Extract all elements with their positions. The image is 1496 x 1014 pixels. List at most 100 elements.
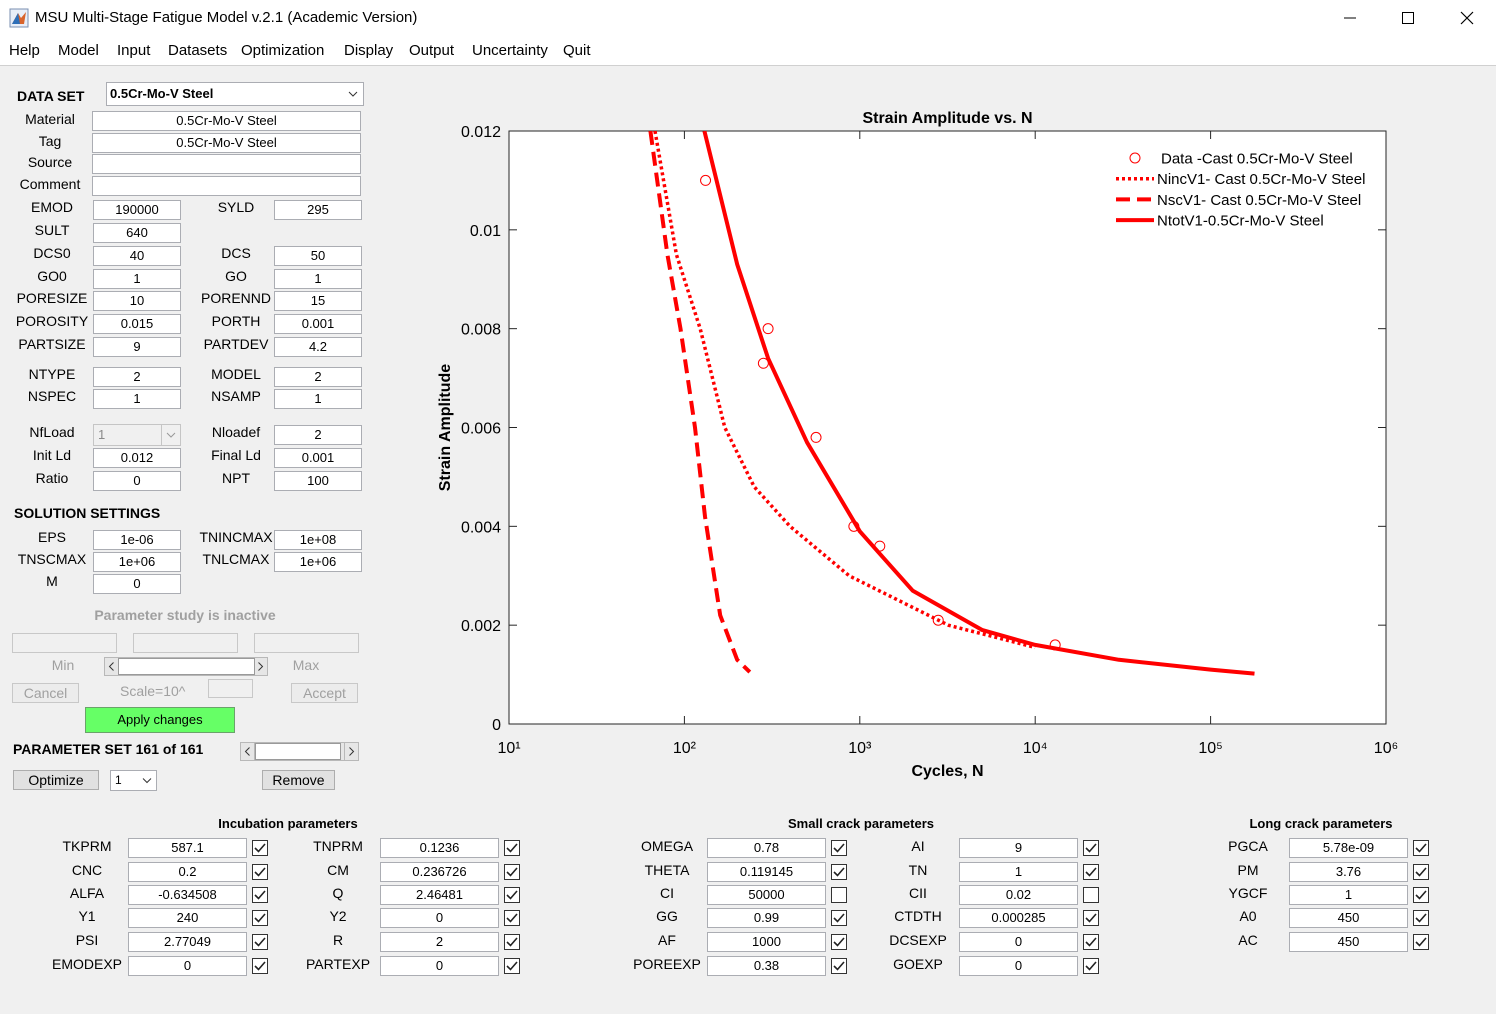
text-input[interactable]: 100 — [274, 471, 362, 491]
checkbox[interactable] — [831, 958, 847, 974]
text-input[interactable]: 5.78e-09 — [1289, 838, 1408, 858]
menu-item[interactable]: Input — [117, 42, 151, 59]
slider[interactable] — [240, 742, 359, 761]
text-input[interactable]: 4.2 — [274, 337, 362, 357]
menu-item[interactable]: Display — [344, 42, 394, 59]
checkbox[interactable] — [1083, 864, 1099, 880]
text-input[interactable]: 0.015 — [93, 314, 181, 334]
checkbox[interactable] — [1083, 887, 1099, 903]
text-input[interactable]: 15 — [274, 291, 362, 311]
text-input[interactable]: 1 — [274, 269, 362, 289]
text-input[interactable] — [12, 633, 117, 653]
menu-item[interactable]: Datasets — [168, 42, 228, 59]
text-input[interactable]: 1e+06 — [274, 552, 362, 572]
text-input[interactable]: 2 — [380, 932, 499, 952]
text-input[interactable]: 0.1236 — [380, 838, 499, 858]
checkbox[interactable] — [504, 910, 520, 926]
checkbox[interactable] — [252, 864, 268, 880]
menu-item[interactable]: Quit — [563, 42, 591, 59]
text-input[interactable]: 0 — [959, 956, 1078, 976]
button[interactable]: Apply changes — [85, 707, 235, 733]
checkbox[interactable] — [1413, 887, 1429, 903]
text-input[interactable]: 0.012 — [93, 448, 181, 468]
text-input[interactable]: 2 — [274, 425, 362, 445]
text-input[interactable]: 9 — [959, 838, 1078, 858]
text-input[interactable]: 1 — [959, 862, 1078, 882]
text-input[interactable]: 1 — [274, 389, 362, 409]
checkbox[interactable] — [504, 840, 520, 856]
text-input[interactable] — [92, 176, 361, 196]
checkbox[interactable] — [1413, 864, 1429, 880]
maximize-button[interactable] — [1388, 3, 1428, 33]
checkbox[interactable] — [252, 910, 268, 926]
dropdown[interactable]: 0.5Cr-Mo-V Steel — [106, 82, 364, 106]
text-input[interactable]: 2 — [274, 367, 362, 387]
text-input[interactable]: 0 — [380, 956, 499, 976]
text-input[interactable]: 40 — [93, 246, 181, 266]
text-input[interactable]: 2 — [93, 367, 181, 387]
text-input[interactable]: 0.2 — [128, 862, 247, 882]
text-input[interactable]: 1 — [93, 389, 181, 409]
text-input[interactable]: 0.5Cr-Mo-V Steel — [92, 133, 361, 153]
checkbox[interactable] — [831, 864, 847, 880]
text-input[interactable]: 0 — [93, 471, 181, 491]
text-input[interactable]: 1e-06 — [93, 530, 181, 550]
text-input[interactable]: 1 — [93, 269, 181, 289]
text-input[interactable]: 0 — [128, 956, 247, 976]
text-input[interactable]: 0.236726 — [380, 862, 499, 882]
text-input[interactable]: 50 — [274, 246, 362, 266]
text-input[interactable]: 190000 — [93, 200, 181, 220]
checkbox[interactable] — [504, 934, 520, 950]
text-input[interactable]: 587.1 — [128, 838, 247, 858]
checkbox[interactable] — [252, 840, 268, 856]
checkbox[interactable] — [1083, 958, 1099, 974]
checkbox[interactable] — [252, 958, 268, 974]
text-input[interactable]: 2.46481 — [380, 885, 499, 905]
text-input[interactable]: 0 — [93, 574, 181, 594]
button[interactable]: Optimize — [13, 770, 99, 790]
text-input[interactable]: 0.02 — [959, 885, 1078, 905]
text-input[interactable]: 0.78 — [707, 838, 826, 858]
dropdown[interactable]: 1 — [110, 770, 157, 791]
text-input[interactable]: 0 — [380, 908, 499, 928]
checkbox[interactable] — [1083, 934, 1099, 950]
text-input[interactable]: 0 — [959, 932, 1078, 952]
text-input[interactable]: 3.76 — [1289, 862, 1408, 882]
checkbox[interactable] — [504, 958, 520, 974]
checkbox[interactable] — [1413, 934, 1429, 950]
text-input[interactable]: 0.001 — [274, 314, 362, 334]
checkbox[interactable] — [1083, 840, 1099, 856]
text-input[interactable] — [254, 633, 359, 653]
menu-item[interactable]: Help — [9, 42, 40, 59]
text-input[interactable]: 0.99 — [707, 908, 826, 928]
text-input[interactable]: 1000 — [707, 932, 826, 952]
button[interactable]: Cancel — [12, 683, 79, 703]
text-input[interactable]: 0.5Cr-Mo-V Steel — [92, 111, 361, 131]
checkbox[interactable] — [504, 887, 520, 903]
checkbox[interactable] — [252, 934, 268, 950]
menu-item[interactable]: Uncertainty — [472, 42, 548, 59]
checkbox[interactable] — [1413, 840, 1429, 856]
text-input[interactable] — [133, 633, 238, 653]
checkbox[interactable] — [831, 910, 847, 926]
menu-item[interactable]: Model — [58, 42, 99, 59]
checkbox[interactable] — [1413, 910, 1429, 926]
button[interactable]: Accept — [291, 683, 358, 703]
checkbox[interactable] — [831, 840, 847, 856]
text-input[interactable]: 50000 — [707, 885, 826, 905]
close-button[interactable] — [1447, 3, 1487, 33]
checkbox[interactable] — [831, 887, 847, 903]
text-input[interactable] — [208, 679, 253, 698]
text-input[interactable]: 240 — [128, 908, 247, 928]
text-input[interactable]: 1e+06 — [93, 552, 181, 572]
text-input[interactable]: 640 — [93, 223, 181, 243]
text-input[interactable]: 0.000285 — [959, 908, 1078, 928]
text-input[interactable]: 0.001 — [274, 448, 362, 468]
text-input[interactable]: 0.38 — [707, 956, 826, 976]
menu-item[interactable]: Optimization — [241, 42, 325, 59]
slider-thumb[interactable] — [255, 743, 341, 760]
text-input[interactable]: 10 — [93, 291, 181, 311]
text-input[interactable] — [92, 154, 361, 174]
button[interactable]: Remove — [262, 770, 335, 790]
text-input[interactable]: 450 — [1289, 932, 1408, 952]
